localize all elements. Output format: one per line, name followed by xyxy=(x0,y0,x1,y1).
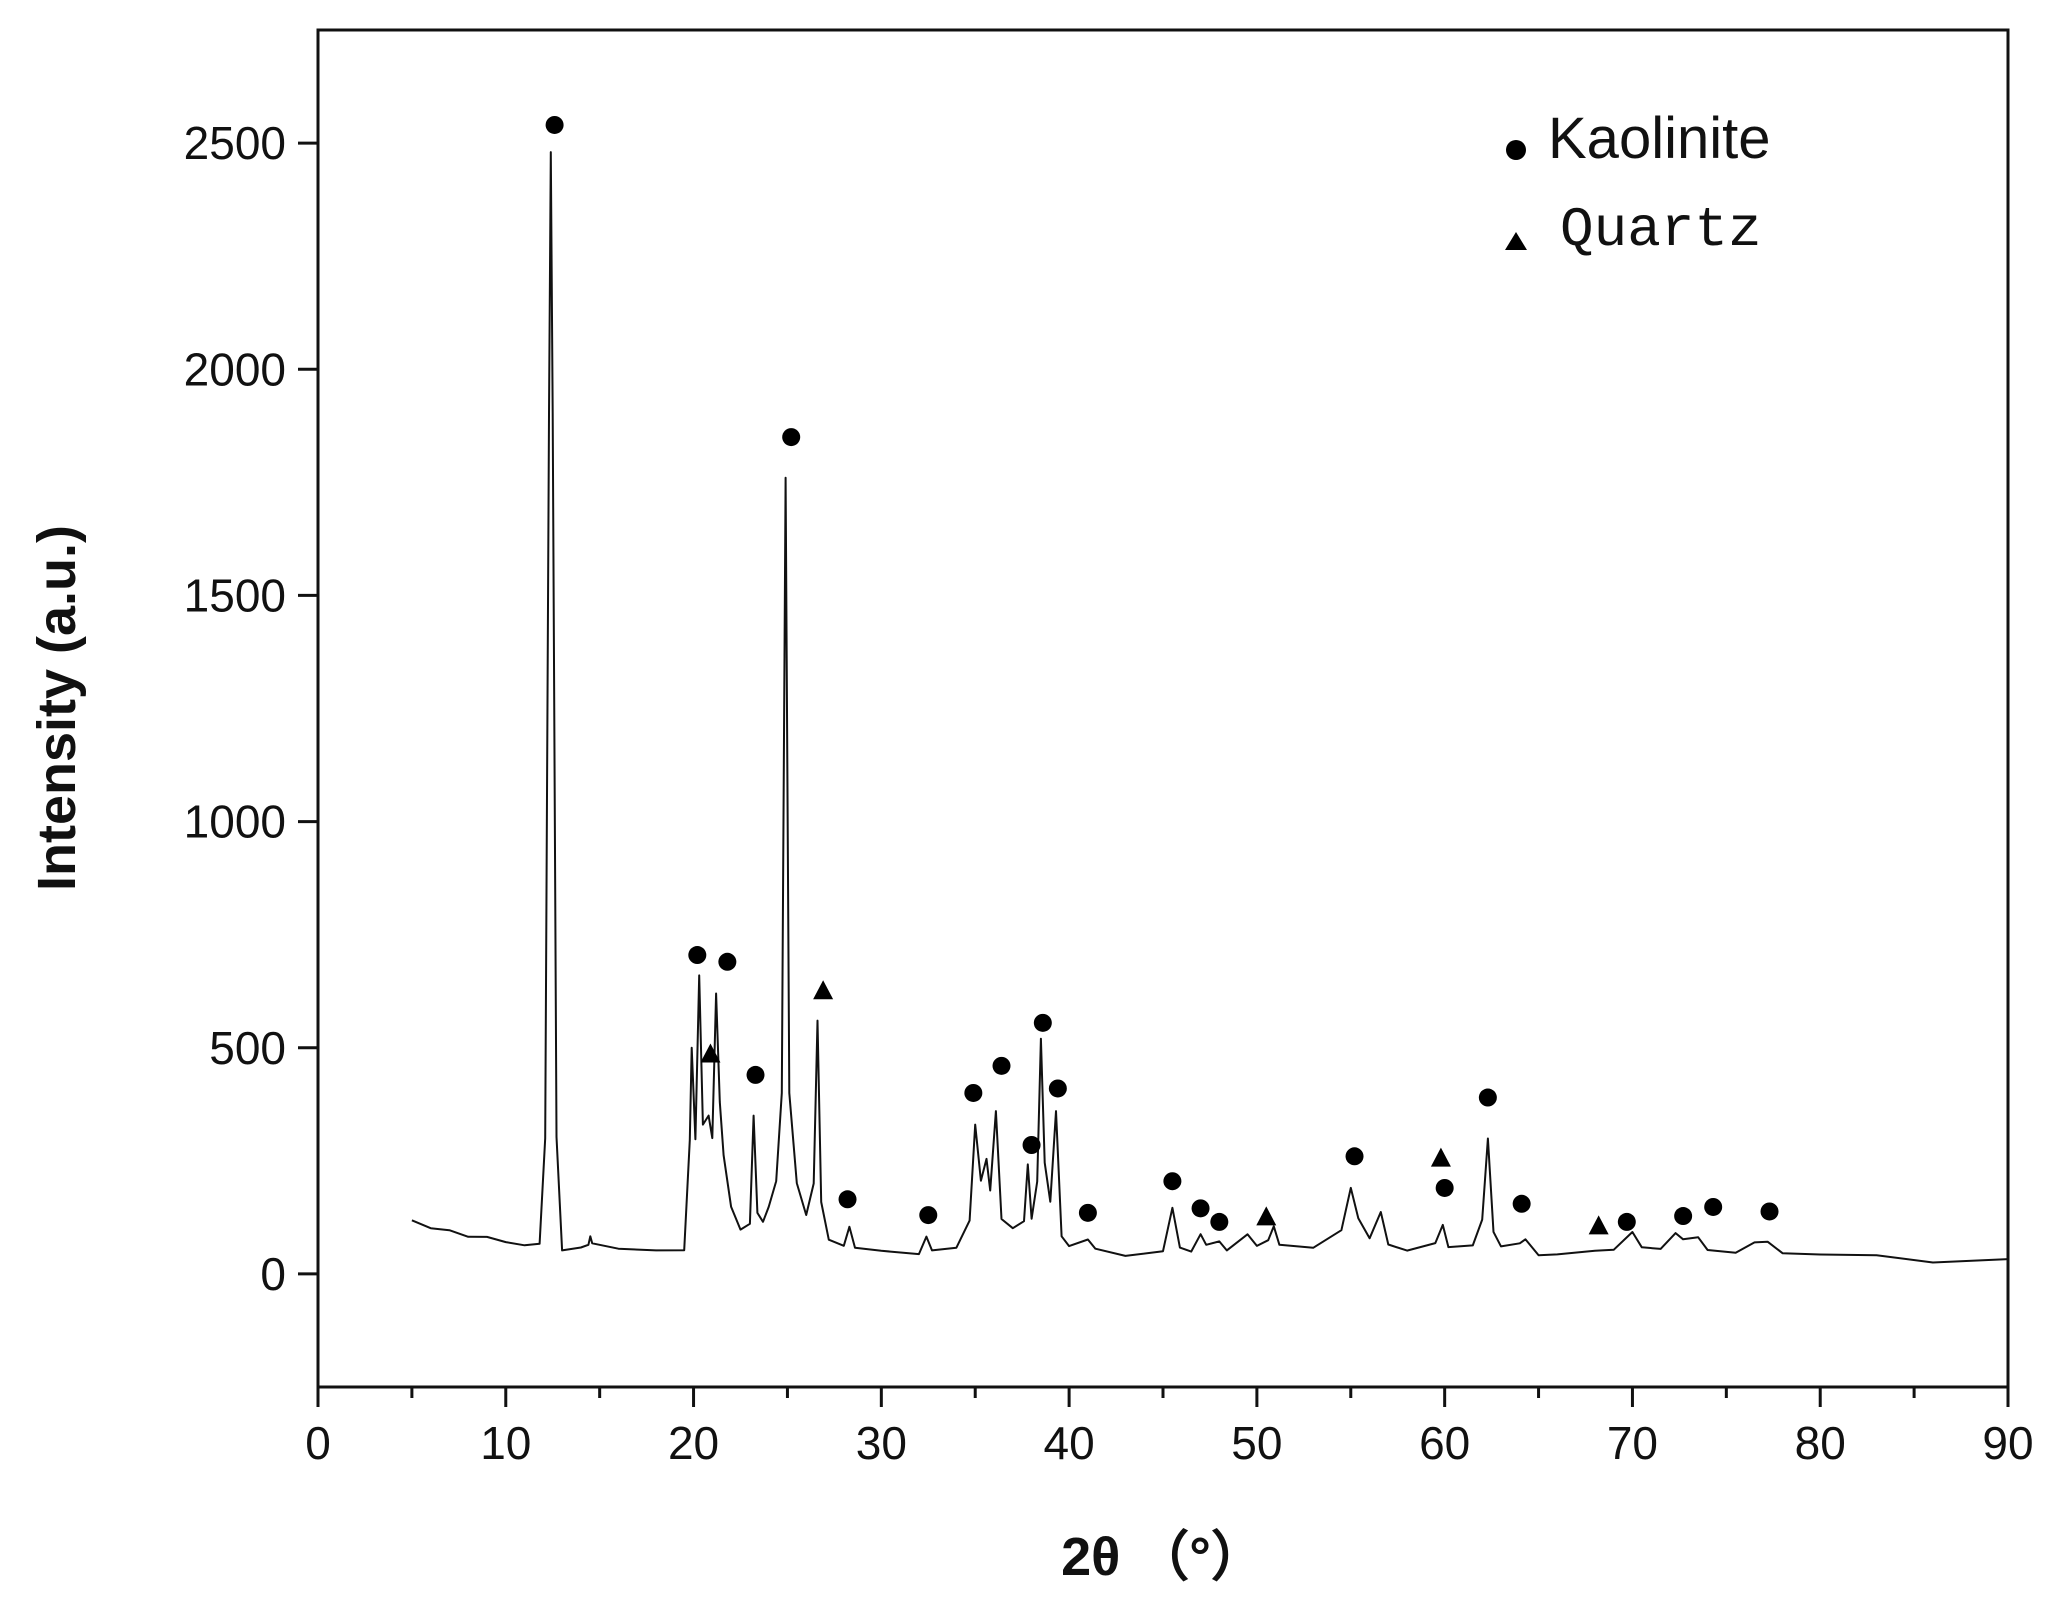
kaolinite-marker xyxy=(1191,1199,1210,1218)
kaolinite-marker xyxy=(746,1065,765,1084)
x-tick-label: 20 xyxy=(668,1417,719,1469)
x-tick-label: 0 xyxy=(305,1417,331,1469)
x-tick-label: 80 xyxy=(1795,1417,1846,1469)
kaolinite-marker xyxy=(1512,1194,1531,1213)
quartz-marker xyxy=(1256,1206,1277,1226)
legend-quartz-label: Quartz xyxy=(1560,198,1762,262)
x-tick-label: 10 xyxy=(480,1417,531,1469)
x-tick-label: 30 xyxy=(856,1417,907,1469)
kaolinite-marker xyxy=(1760,1202,1779,1221)
kaolinite-marker xyxy=(1078,1203,1097,1222)
x-tick-label: 90 xyxy=(1982,1417,2033,1469)
y-axis-title: Intensity (a.u.) xyxy=(27,525,87,891)
kaolinite-marker xyxy=(1163,1172,1182,1191)
y-tick-label: 500 xyxy=(209,1022,286,1074)
y-tick-label: 2000 xyxy=(184,343,286,395)
x-axis-ticks: 0 10 20 30 40 50 60 70 80 90 xyxy=(305,1387,2034,1469)
kaolinite-marker xyxy=(782,428,801,447)
kaolinite-marker xyxy=(964,1083,983,1102)
kaolinite-marker xyxy=(718,952,737,971)
y-tick-label: 1000 xyxy=(184,796,286,848)
kaolinite-marker xyxy=(1435,1178,1454,1197)
x-tick-label: 50 xyxy=(1231,1417,1282,1469)
x-tick-label: 70 xyxy=(1607,1417,1658,1469)
legend-kaolinite-label: Kaolinite xyxy=(1548,106,1770,171)
legend: Kaolinite Quartz xyxy=(1505,106,1770,262)
quartz-marker xyxy=(1430,1147,1451,1167)
legend-kaolinite-marker xyxy=(1506,140,1526,160)
kaolinite-marker xyxy=(1674,1207,1693,1226)
x-tick-label: 40 xyxy=(1044,1417,1095,1469)
kaolinite-marker xyxy=(1704,1197,1723,1216)
y-axis-ticks: 0 500 1000 1500 2000 2500 xyxy=(184,117,318,1300)
kaolinite-marker xyxy=(1617,1212,1636,1231)
kaolinite-marker xyxy=(688,946,707,965)
xrd-spectrum-line xyxy=(411,151,2009,1264)
kaolinite-marker xyxy=(992,1056,1011,1075)
kaolinite-marker xyxy=(1345,1147,1364,1166)
quartz-marker xyxy=(813,980,834,1000)
kaolinite-marker xyxy=(1478,1088,1497,1107)
y-tick-label: 1500 xyxy=(184,569,286,621)
kaolinite-marker xyxy=(838,1190,857,1209)
y-tick-label: 2500 xyxy=(184,117,286,169)
quartz-marker xyxy=(700,1043,721,1063)
kaolinite-marker xyxy=(1048,1079,1067,1098)
kaolinite-marker xyxy=(545,115,564,134)
x-tick-label: 60 xyxy=(1419,1417,1470,1469)
legend-quartz-marker xyxy=(1505,232,1527,250)
phase-markers xyxy=(545,115,1779,1235)
quartz-marker xyxy=(1588,1215,1609,1235)
y-tick-label: 0 xyxy=(260,1248,286,1300)
kaolinite-marker xyxy=(919,1206,938,1225)
kaolinite-marker xyxy=(1210,1212,1229,1231)
kaolinite-marker xyxy=(1033,1013,1052,1032)
x-axis-title: 2θ （°） xyxy=(1061,1527,1265,1587)
kaolinite-marker xyxy=(1022,1136,1041,1155)
